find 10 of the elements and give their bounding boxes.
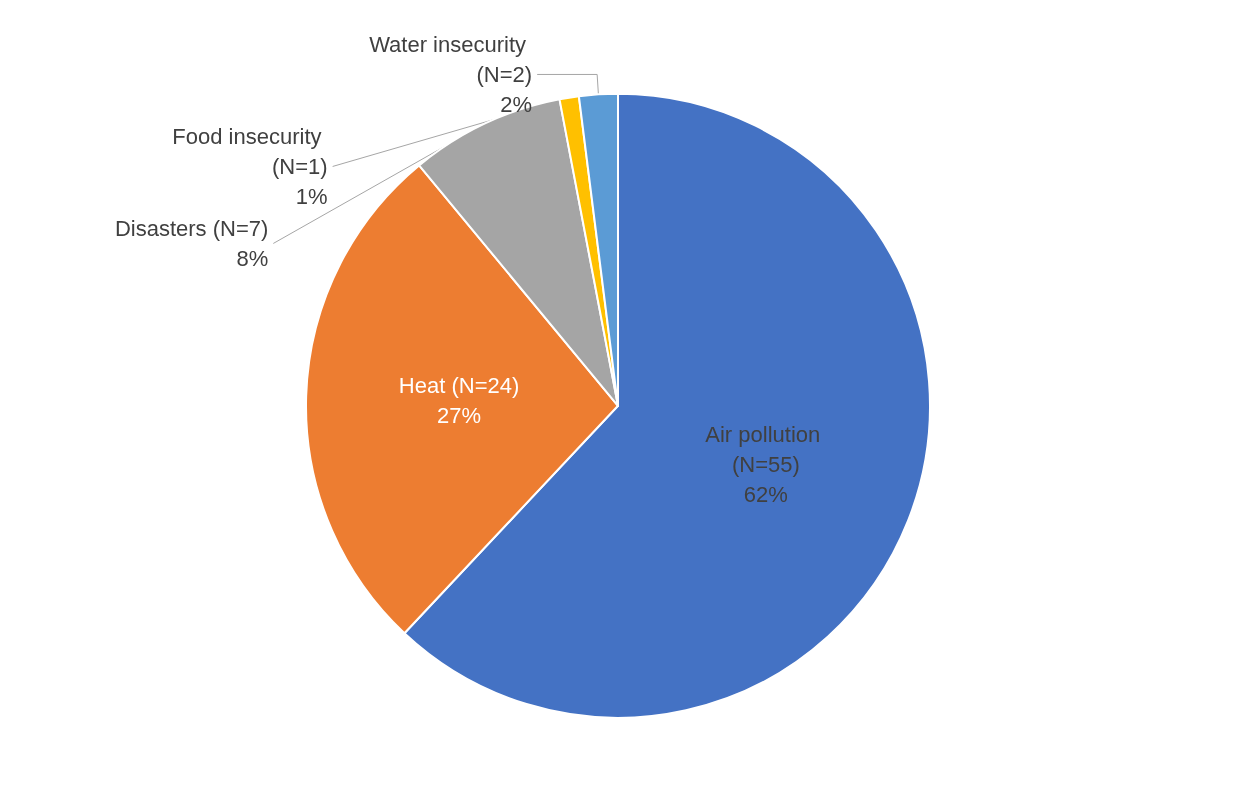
- data-label: 2%: [500, 91, 533, 117]
- data-label: 27%: [437, 403, 482, 429]
- data-label: 62%: [743, 481, 788, 507]
- slice-label: Water insecurity (N=2): [369, 31, 533, 87]
- slice-label: Heat (N=24): [398, 373, 520, 399]
- data-label: 8%: [236, 245, 269, 271]
- data-label: 1%: [295, 183, 328, 209]
- slice-label: Food insecurity (N=1): [172, 123, 328, 179]
- slice-label: Disasters (N=7): [114, 215, 269, 241]
- slice-label: Air pollution (N=55): [705, 421, 827, 477]
